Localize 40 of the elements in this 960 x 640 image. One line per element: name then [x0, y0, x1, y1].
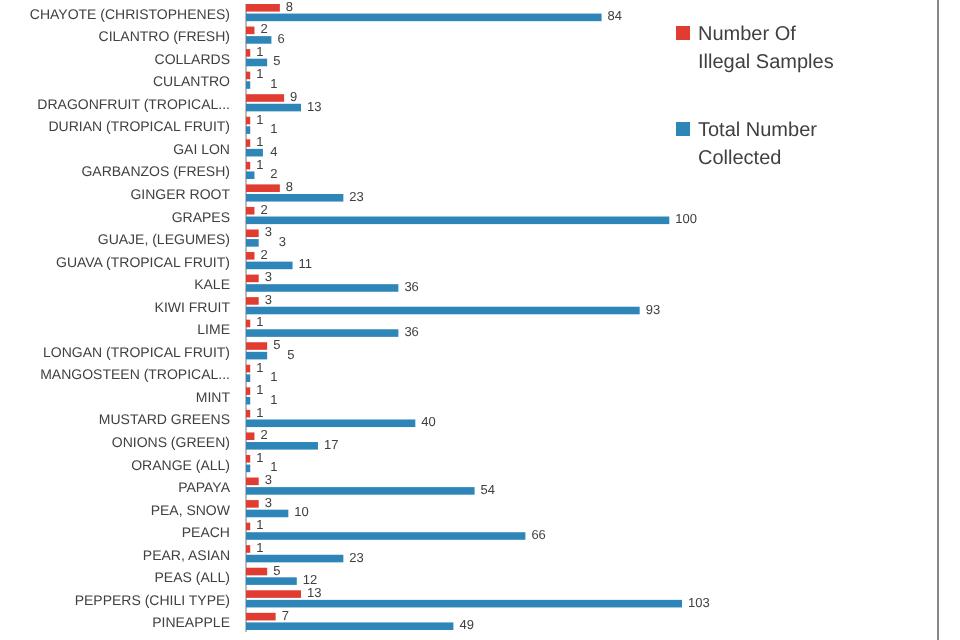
bar: [246, 274, 259, 283]
bar: [246, 171, 255, 180]
bar: [246, 36, 272, 44]
bar: [246, 342, 268, 350]
bar: [246, 94, 285, 102]
bar: [246, 500, 259, 508]
bar: [246, 297, 259, 305]
bar: [246, 532, 526, 540]
bar: [246, 419, 416, 428]
bar: [246, 487, 475, 495]
bar: [246, 261, 293, 270]
bar: [246, 229, 259, 238]
bar: [246, 577, 297, 585]
bar: [246, 442, 318, 450]
bar: [246, 599, 682, 608]
bar: [246, 554, 344, 563]
bar: [246, 351, 268, 360]
bar: [246, 13, 602, 22]
bar: [246, 252, 255, 260]
bar: [246, 622, 454, 630]
legend-label: Number Of Illegal Samples: [698, 24, 834, 74]
bar: [246, 193, 344, 202]
bar: [246, 239, 259, 247]
bar: [246, 184, 280, 192]
bar: [246, 509, 289, 518]
bar: [246, 4, 280, 12]
bar: [246, 432, 255, 441]
bar: [246, 477, 259, 486]
bar: [246, 284, 399, 292]
bar: [246, 216, 670, 225]
bar: [246, 612, 276, 621]
bar: [246, 206, 255, 215]
bar: [246, 329, 399, 337]
legend-label: Total Number Collected: [698, 120, 819, 170]
bar: [246, 103, 302, 112]
bar: [246, 58, 268, 67]
bar: [246, 567, 268, 576]
bar: [246, 306, 640, 315]
bar: [246, 148, 263, 157]
bar: [246, 590, 302, 598]
